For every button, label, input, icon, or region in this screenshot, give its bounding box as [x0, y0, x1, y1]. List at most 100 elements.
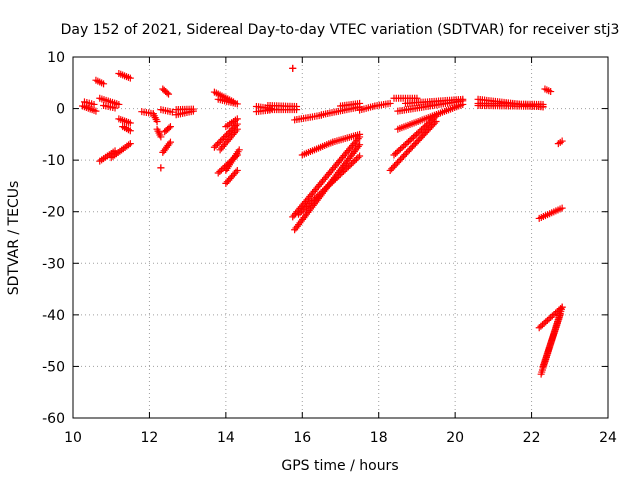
series-segment — [371, 99, 394, 110]
series-segment — [96, 94, 123, 108]
data-point — [535, 324, 543, 332]
series-segment — [222, 166, 241, 187]
data-point — [336, 170, 344, 178]
data-point — [343, 164, 351, 172]
y-tick-label: 10 — [47, 50, 65, 66]
series-segment — [222, 146, 243, 174]
series-segment — [535, 204, 566, 222]
data-point — [393, 148, 401, 156]
data-point — [417, 126, 425, 134]
series-segment — [474, 101, 547, 111]
data-point — [558, 303, 566, 311]
data-point — [217, 137, 225, 145]
data-point — [163, 89, 171, 97]
data-point — [352, 155, 360, 163]
data-point — [392, 160, 400, 168]
data-point — [411, 132, 419, 140]
series-segment — [172, 105, 197, 114]
series-segment — [386, 117, 440, 174]
series-segment — [214, 95, 241, 108]
series-segment — [157, 164, 165, 172]
data-point — [406, 136, 414, 144]
data-point — [405, 146, 413, 154]
series-segment — [216, 125, 241, 154]
data-point — [408, 135, 416, 143]
data-point — [309, 196, 317, 204]
data-point — [414, 129, 422, 137]
data-point — [419, 124, 427, 132]
data-point — [317, 189, 325, 197]
data-point — [547, 313, 555, 321]
data-point — [216, 168, 224, 176]
data-point — [395, 147, 403, 155]
data-point — [420, 130, 428, 138]
data-point — [356, 130, 364, 138]
data-point — [426, 118, 434, 126]
data-point — [232, 127, 240, 135]
series-segment — [394, 100, 467, 133]
axis-ticks: 10 12 14 16 18 20 22 24 -60 -50 -40 -30 -20 -10 0 10 — [42, 50, 617, 446]
y-axis-label: SDTVAR / TECUs — [6, 181, 22, 296]
data-point — [323, 183, 331, 191]
data-point — [540, 319, 548, 327]
series-segment — [149, 110, 161, 125]
data-point — [311, 195, 319, 203]
series-segment — [539, 311, 564, 370]
data-point — [126, 140, 134, 148]
data-point — [322, 184, 330, 192]
data-point — [542, 318, 550, 326]
x-tick-label: 16 — [293, 430, 311, 446]
data-point — [392, 149, 400, 157]
series-segment — [289, 64, 297, 72]
data-point — [419, 132, 427, 140]
data-point — [399, 152, 407, 160]
data-point — [405, 138, 413, 146]
plot-frame — [72, 56, 609, 419]
data-point — [356, 99, 364, 107]
data-point — [558, 204, 566, 212]
y-tick-label: -20 — [42, 205, 65, 221]
x-tick-label: 18 — [370, 430, 388, 446]
data-point — [166, 138, 174, 146]
chart-title: Day 152 of 2021, Sidereal Day-to-day VTE… — [61, 22, 620, 38]
series-segment — [390, 94, 421, 102]
y-tick-label: -30 — [42, 256, 65, 272]
series-segment — [161, 123, 174, 136]
data-point — [294, 210, 302, 218]
data-point — [319, 187, 327, 195]
data-point — [396, 145, 404, 153]
data-point — [402, 149, 410, 157]
data-point — [398, 144, 406, 152]
series-segment — [80, 98, 98, 108]
data-point — [416, 135, 424, 143]
series-segment — [337, 99, 364, 110]
data-point — [391, 162, 399, 170]
data-point — [126, 74, 134, 82]
series-segment — [329, 130, 364, 146]
data-point — [218, 136, 226, 144]
data-point — [386, 99, 394, 107]
series-segment — [554, 137, 566, 148]
data-point — [416, 127, 424, 135]
data-point — [459, 95, 467, 103]
data-point — [395, 157, 403, 165]
x-tick-label: 24 — [599, 430, 617, 446]
series-segment — [291, 111, 325, 124]
x-tick-label: 20 — [446, 430, 464, 446]
data-point — [403, 139, 411, 147]
data-point — [327, 180, 335, 188]
data-point — [539, 103, 547, 111]
data-point — [233, 166, 241, 174]
data-point — [356, 141, 364, 149]
data-point — [344, 163, 352, 171]
data-point — [92, 107, 100, 115]
y-tick-label: -60 — [42, 411, 65, 427]
series-segment — [390, 112, 440, 159]
data-series — [79, 64, 566, 378]
data-point — [235, 146, 243, 154]
data-point — [314, 192, 322, 200]
data-point — [233, 125, 241, 133]
data-point — [408, 143, 416, 151]
series-segment — [401, 95, 467, 107]
